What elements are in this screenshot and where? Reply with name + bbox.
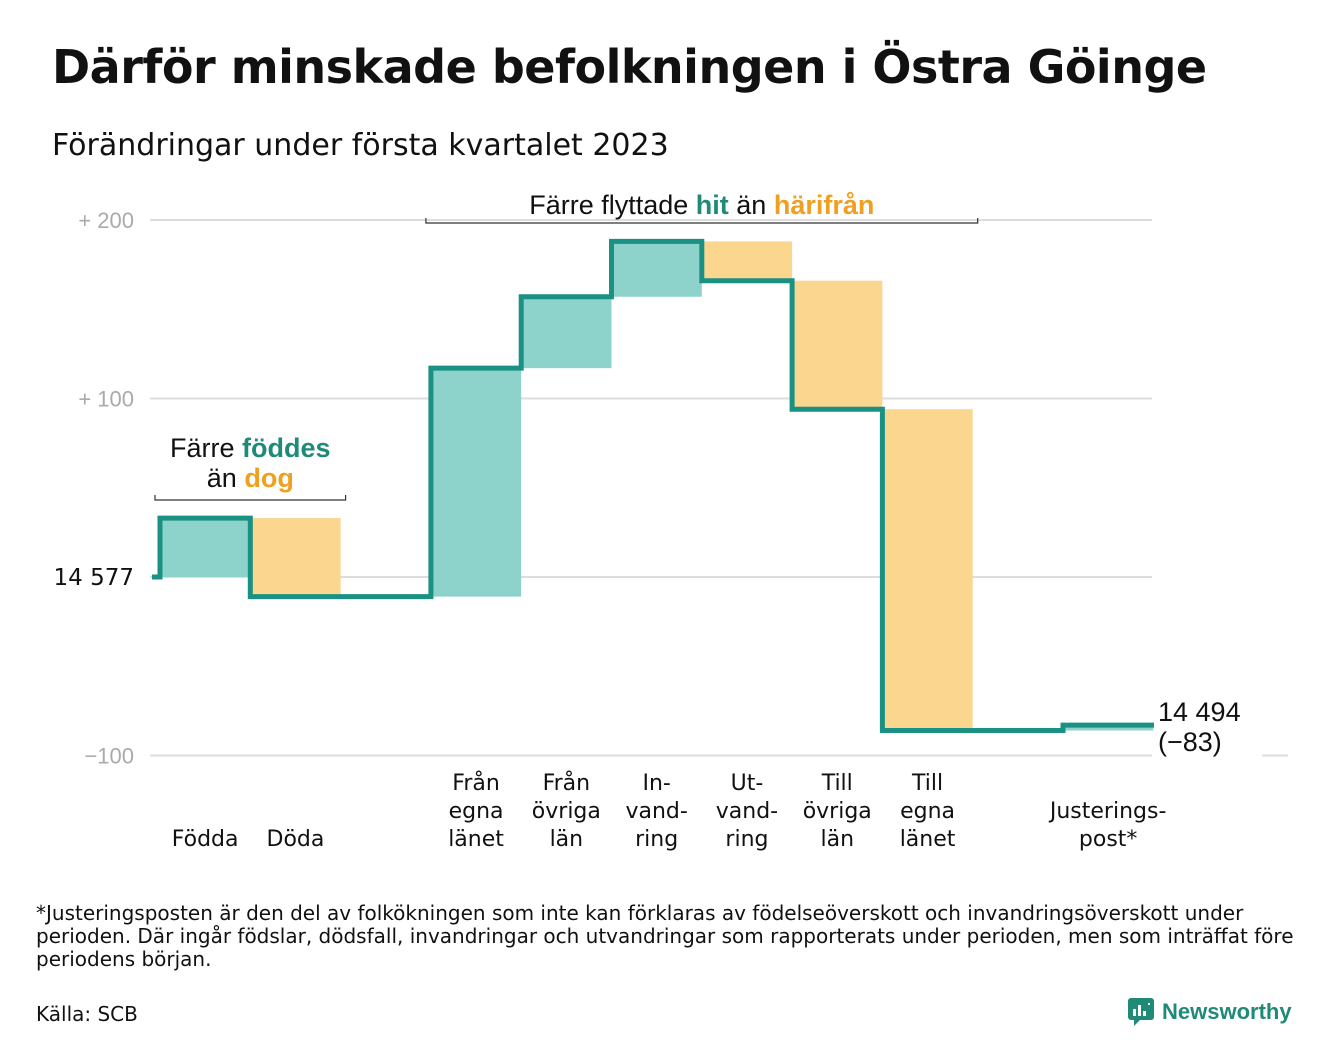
annotation-bracket [154, 495, 347, 501]
category-label: län [820, 827, 854, 852]
newsworthy-chart-icon [1128, 998, 1154, 1026]
category-label: post* [1079, 827, 1138, 852]
y-tick-label: −100 [84, 744, 134, 769]
category-label: övriga [803, 799, 872, 824]
category-label: Döda [267, 827, 325, 852]
population-step-line [152, 238, 1154, 734]
bar-increase [1063, 725, 1154, 731]
bar-increase [430, 368, 522, 597]
bar-decrease [250, 518, 341, 597]
end-change-label: (−83) [1158, 727, 1222, 757]
annotation-text: än dog [207, 463, 294, 493]
category-label: länet [900, 827, 956, 852]
category-label: ring [635, 827, 678, 852]
category-label: vand- [625, 799, 687, 824]
annotation-text: Färre föddes [170, 433, 331, 463]
start-value-label: 14 577 [54, 565, 134, 591]
category-label: Till [911, 771, 943, 796]
annotation-text: Färre flyttade hit än härifrån [529, 190, 874, 220]
brand-logo: Newsworthy [1128, 998, 1292, 1026]
category-label: In- [642, 771, 670, 796]
category-label: länet [448, 827, 504, 852]
category-label: Till [821, 771, 853, 796]
category-label: Från [452, 770, 500, 796]
category-label: ring [725, 827, 768, 852]
category-label: egna [449, 799, 504, 824]
bar-decrease [701, 241, 793, 281]
end-value-label: 14 494 [1158, 697, 1241, 727]
bar-increase [521, 296, 612, 369]
bar-decrease [792, 280, 883, 410]
bar-increase [611, 241, 702, 297]
bar-decrease [882, 409, 973, 731]
annotation-bracket [425, 218, 979, 224]
category-label: Justerings- [1048, 799, 1167, 824]
category-label: Ut- [731, 771, 764, 796]
y-tick-label: + 100 [78, 387, 134, 412]
source-label: Källa: SCB [36, 1002, 138, 1026]
category-label: län [550, 827, 584, 852]
waterfall-chart: + 200 + 100 −100 14 577 Födda Döda Från egna län… [54, 190, 1288, 852]
y-tick-label: + 200 [78, 208, 134, 233]
brand-name: Newsworthy [1162, 999, 1292, 1024]
category-label: Födda [172, 827, 239, 852]
category-label: vand- [716, 799, 778, 824]
chart-title: Därför minskade befolkningen i Östra Göi… [52, 40, 1207, 94]
category-label: övriga [532, 799, 601, 824]
category-label: Från [543, 770, 591, 796]
bar-increase [160, 518, 251, 577]
footnote: *Justeringsposten är den del av folkökni… [36, 901, 1294, 971]
chart-subtitle: Förändringar under första kvartalet 2023 [52, 128, 669, 163]
category-label: egna [900, 799, 955, 824]
